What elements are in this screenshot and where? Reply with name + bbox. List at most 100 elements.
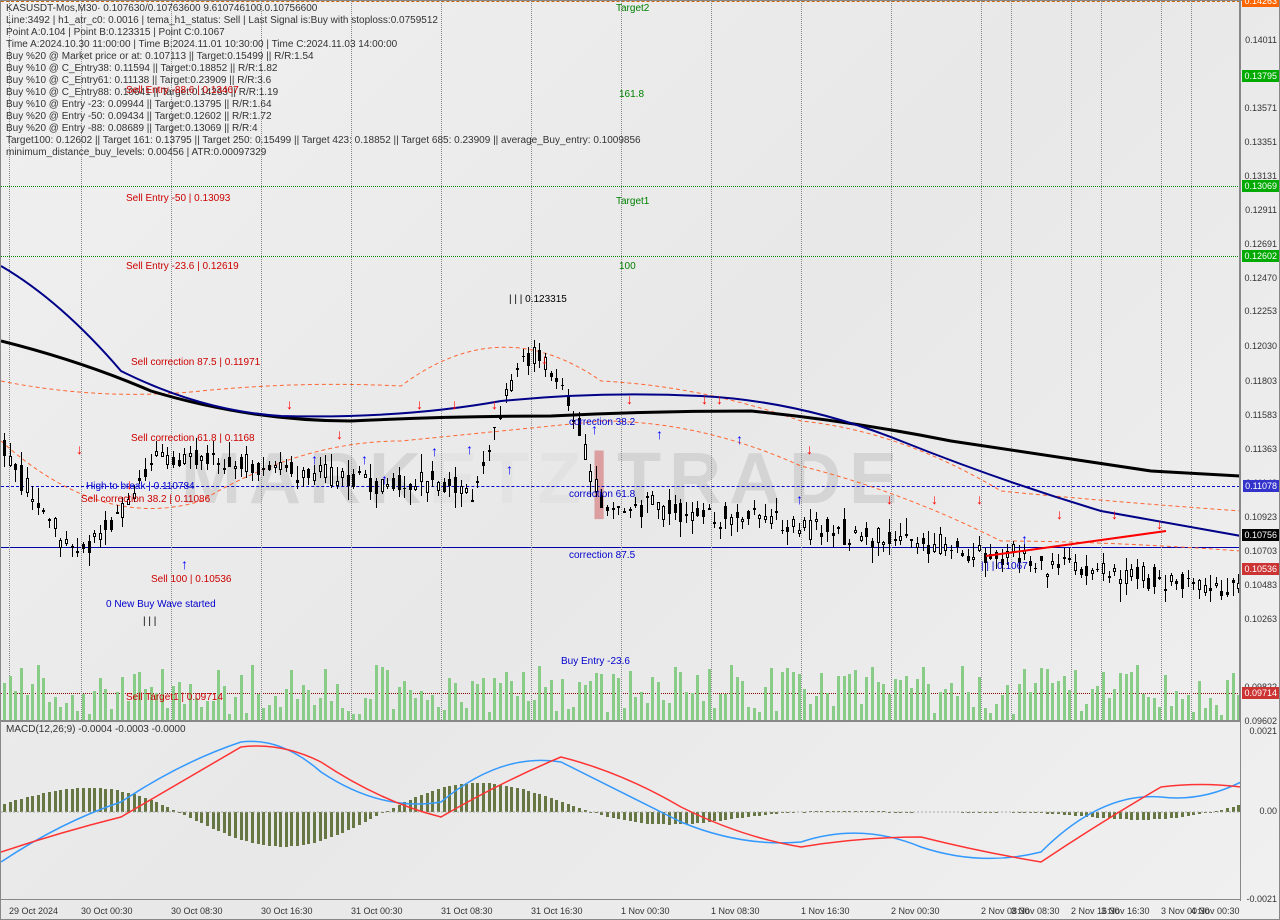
price-tick: 0.11583 xyxy=(1245,410,1277,420)
up-arrow-icon: ↑ xyxy=(311,451,318,467)
price-badge: 0.14263 xyxy=(1242,0,1279,7)
up-arrow-icon: ↑ xyxy=(466,441,473,457)
down-arrow-icon: ↓ xyxy=(976,491,983,507)
up-arrow-icon: ↑ xyxy=(431,443,438,459)
chart-annotation: 100 xyxy=(619,261,636,272)
chart-annotation: Sell 100 | 0.10536 xyxy=(151,574,231,585)
chart-annotation: Sell Entry -88.6 | 0.13467 xyxy=(126,85,239,96)
grid-vline xyxy=(801,1,802,720)
price-tick: 0.11363 xyxy=(1245,444,1277,454)
price-badge: 0.09714 xyxy=(1242,687,1279,699)
chart-annotation: correction 61.8 xyxy=(569,489,635,500)
grid-vline xyxy=(441,1,442,720)
down-arrow-icon: ↓ xyxy=(76,441,83,457)
time-tick: 3 Nov 08:30 xyxy=(1011,906,1060,916)
main-chart[interactable]: MARKETZ|TRADE ↓↓↑↓↑↓↑↑↓↑↓↑↓↑↓↑↓↑↓↓↑↑↓↓ xyxy=(1,1,1241,721)
down-arrow-icon: ↓ xyxy=(336,426,343,442)
chart-title: KASUSDT-Mos,M30· 0.107630/0.10763600 9.6… xyxy=(6,3,317,14)
down-arrow-icon: ↓ xyxy=(286,396,293,412)
price-tick: 0.12253 xyxy=(1244,306,1277,316)
info-line: Time A:2024.10.30 11:00:00 | Time B:2024… xyxy=(6,39,397,50)
price-badge: 0.10536 xyxy=(1242,563,1279,575)
grid-vline xyxy=(1011,1,1012,720)
up-arrow-icon: ↑ xyxy=(796,491,803,507)
time-tick: 2 Nov 00:30 xyxy=(891,906,940,916)
price-badge: 0.12602 xyxy=(1242,250,1279,262)
price-tick: 0.12691 xyxy=(1244,239,1277,249)
price-tick: 0.10483 xyxy=(1244,580,1277,590)
grid-vline xyxy=(621,1,622,720)
price-tick: 0.13571 xyxy=(1244,103,1277,113)
price-tick: 0.10263 xyxy=(1244,614,1277,624)
down-arrow-icon: ↓ xyxy=(541,351,548,367)
chart-annotation: Sell Entry -23.6 | 0.12619 xyxy=(126,261,239,272)
info-line: Buy %10 @ Entry -23: 0.09944 || Target:0… xyxy=(6,99,272,110)
down-arrow-icon: ↓ xyxy=(491,396,498,412)
down-arrow-icon: ↓ xyxy=(716,391,723,407)
chart-annotation: | | | 0.123315 xyxy=(509,294,567,305)
down-arrow-icon: ↓ xyxy=(701,391,708,407)
up-arrow-icon: ↑ xyxy=(181,556,188,572)
price-badge: 0.13069 xyxy=(1242,180,1279,192)
info-line: Buy %20 @ Market price or at: 0.107113 |… xyxy=(6,51,314,62)
up-arrow-icon: ↑ xyxy=(506,461,513,477)
chart-annotation: Sell correction 87.5 | 0.11971 xyxy=(131,357,260,368)
down-arrow-icon: ↓ xyxy=(1156,516,1163,532)
time-tick: 1 Nov 00:30 xyxy=(621,906,670,916)
down-arrow-icon: ↓ xyxy=(931,491,938,507)
price-axis: 0.140110.135710.133510.131310.129110.126… xyxy=(1239,1,1279,721)
time-tick: 31 Oct 00:30 xyxy=(351,906,403,916)
time-tick: 1 Nov 16:30 xyxy=(801,906,850,916)
macd-axis: 0.0021 0.00 -0.0021 xyxy=(1239,721,1279,901)
price-badge: 0.13795 xyxy=(1242,70,1279,82)
up-arrow-icon: ↑ xyxy=(656,426,663,442)
chart-annotation: Sell correction 61.8 | 0.1168 xyxy=(131,433,255,444)
grid-vline xyxy=(1161,1,1162,720)
time-tick: 31 Oct 16:30 xyxy=(531,906,583,916)
time-tick: 30 Oct 16:30 xyxy=(261,906,313,916)
info-line: Point A:0.104 | Point B:0.123315 | Point… xyxy=(6,27,225,38)
grid-vline xyxy=(351,1,352,720)
info-line: Target100: 0.12602 || Target 161: 0.1379… xyxy=(6,135,641,146)
down-arrow-icon: ↓ xyxy=(806,441,813,457)
grid-vline xyxy=(981,1,982,720)
chart-annotation: 161.8 xyxy=(619,89,644,100)
macd-tick: -0.0021 xyxy=(1246,894,1277,904)
price-tick: 0.11803 xyxy=(1245,376,1277,386)
grid-vline xyxy=(1191,1,1192,720)
info-line: Buy %20 @ Entry -50: 0.09434 || Target:0… xyxy=(6,111,272,122)
time-tick: 31 Oct 08:30 xyxy=(441,906,493,916)
chart-annotation: | | | xyxy=(143,616,156,627)
chart-annotation: | | | 0.1067 xyxy=(981,561,1028,572)
price-tick: 0.13351 xyxy=(1244,137,1277,147)
price-tick: 0.14011 xyxy=(1245,35,1277,45)
info-line: Line:3492 | h1_atr_c0: 0.0016 | tema_h1_… xyxy=(6,15,438,26)
chart-container: MARKETZ|TRADE ↓↓↑↓↑↓↑↑↓↑↓↑↓↑↓↑↓↑↓↓↑↑↓↓ xyxy=(0,0,1280,920)
down-arrow-icon: ↓ xyxy=(1056,506,1063,522)
macd-tick: 0.0021 xyxy=(1249,726,1277,736)
chart-annotation: correction 38.2 xyxy=(569,417,635,428)
chart-annotation: Sell correction 38.2 | 0.11086 xyxy=(81,494,210,505)
down-arrow-icon: ↓ xyxy=(626,391,633,407)
up-arrow-icon: ↑ xyxy=(381,471,388,487)
price-badge: 0.10756 xyxy=(1242,529,1279,541)
macd-tick: 0.00 xyxy=(1259,806,1277,816)
chart-annotation: Buy Entry -23.6 xyxy=(561,656,630,667)
time-tick: 30 Oct 00:30 xyxy=(81,906,133,916)
time-tick: 4 Nov 00:30 xyxy=(1191,906,1240,916)
time-tick: 30 Oct 08:30 xyxy=(171,906,223,916)
grid-vline xyxy=(711,1,712,720)
macd-panel[interactable]: MACD(12,26;9) -0.0004 -0.0003 -0.0000 xyxy=(1,721,1241,901)
macd-lines xyxy=(1,722,1240,901)
up-arrow-icon: ↑ xyxy=(361,451,368,467)
info-line: Buy %10 @ C_Entry38: 0.11594 || Target:0… xyxy=(6,63,277,74)
time-tick: 3 Nov 16:30 xyxy=(1101,906,1150,916)
down-arrow-icon: ↓ xyxy=(416,396,423,412)
up-arrow-icon: ↑ xyxy=(1021,531,1028,547)
price-tick: 0.12911 xyxy=(1245,205,1277,215)
price-tick: 0.10703 xyxy=(1244,546,1277,556)
price-tick: 0.12030 xyxy=(1244,341,1277,351)
grid-vline xyxy=(1101,1,1102,720)
chart-annotation: Sell Entry -50 | 0.13093 xyxy=(126,193,230,204)
chart-annotation: 0 New Buy Wave started xyxy=(106,599,216,610)
